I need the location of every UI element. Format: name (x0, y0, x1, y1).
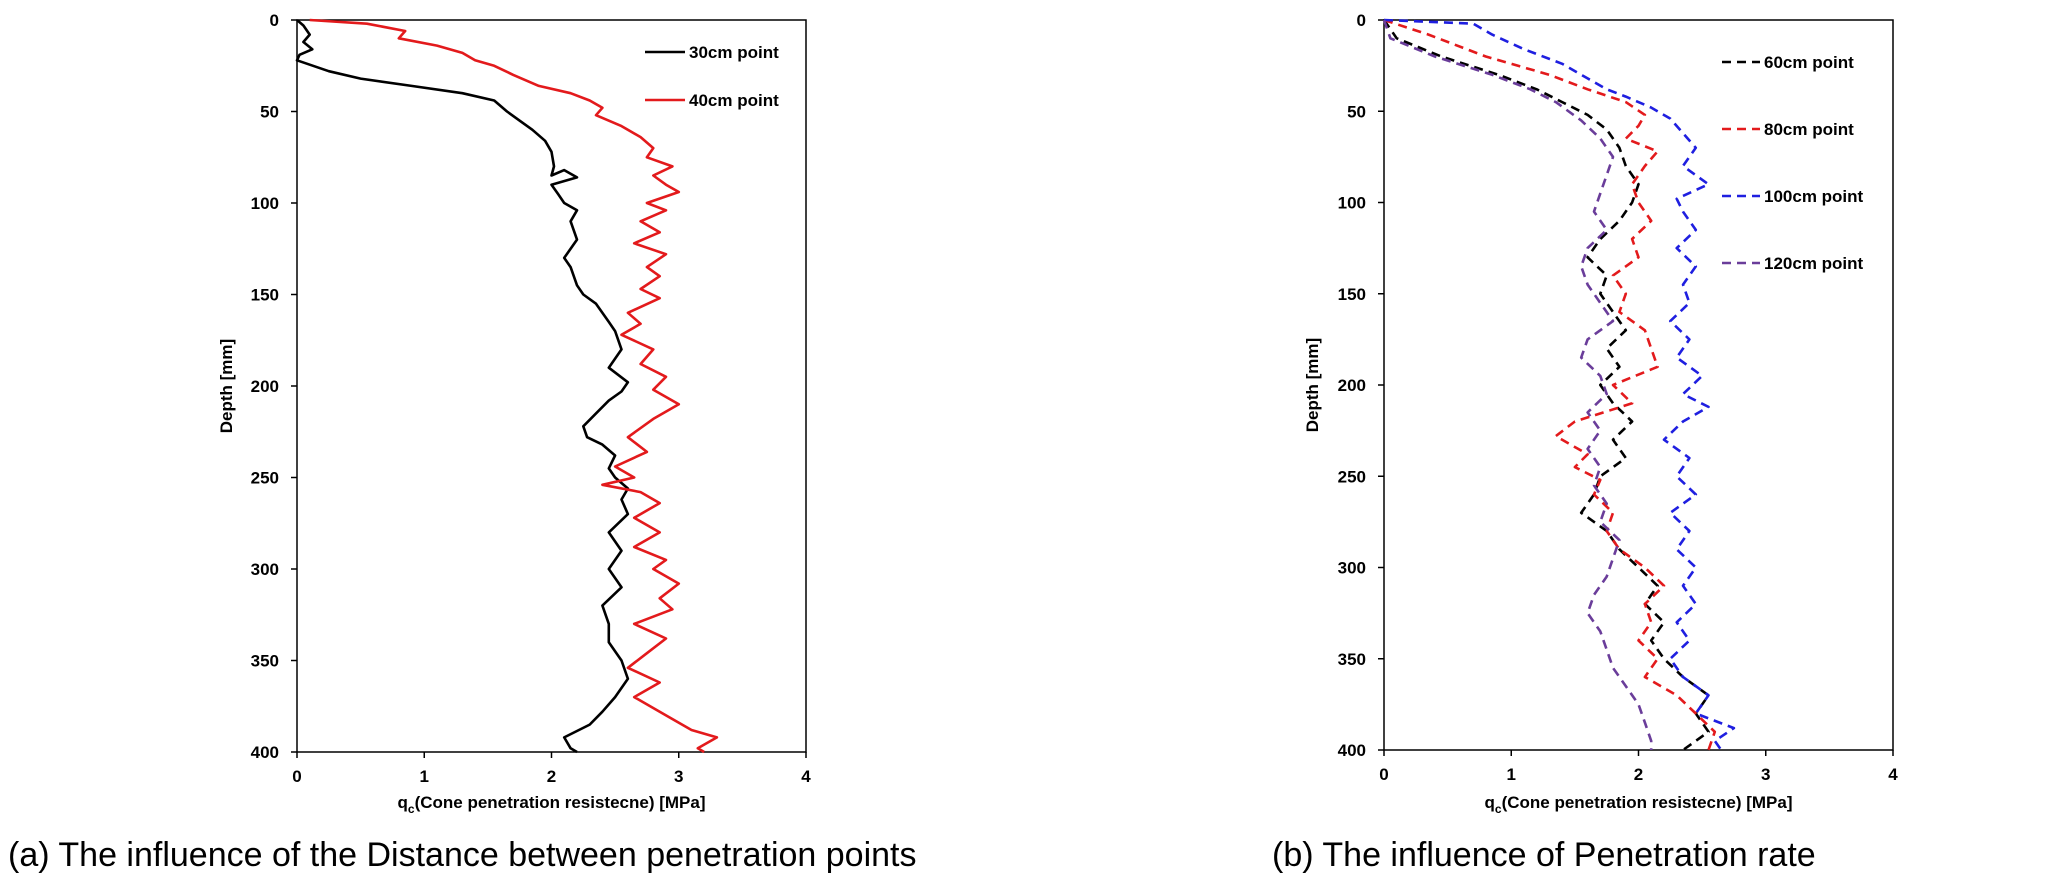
y-tick-label: 250 (1338, 467, 1366, 486)
x-tick-label: 3 (674, 767, 683, 786)
series-line-100cm-point (1383, 18, 1736, 751)
y-tick-label: 400 (251, 743, 279, 762)
legend-label: 30cm point (689, 43, 779, 62)
x-tick-label: 2 (1634, 765, 1643, 784)
y-tick-label: 200 (1338, 376, 1366, 395)
y-tick-label: 300 (251, 560, 279, 579)
y-tick-label: 300 (1338, 559, 1366, 578)
y-tick-label: 350 (251, 652, 279, 671)
series-line-60cm-point (1382, 19, 1710, 752)
y-axis-label: Depth [mm] (217, 339, 236, 433)
plot-frame (296, 19, 807, 753)
x-tick-label: 2 (547, 767, 556, 786)
x-tick-label: 4 (801, 767, 811, 786)
y-tick-label: 350 (1338, 650, 1366, 669)
x-tick-label: 1 (1507, 765, 1516, 784)
y-tick-label: 150 (1338, 285, 1366, 304)
chart-panel-b: 0 1 2 3 4 0 50 100 150 200 250 300 350 400 Depth [mm] q… (1303, 11, 1898, 816)
series-line-30cm-point (295, 19, 630, 754)
chart-panel-a: 0 1 2 3 4 0 50 100 150 200 250 300 350 400 Depth [mm] q… (217, 11, 811, 816)
legend-label: 120cm point (1764, 254, 1864, 273)
caption-a: (a) The influence of the Distance betwee… (8, 836, 917, 874)
y-tick-label: 0 (270, 11, 279, 30)
y-tick-label: 50 (1347, 102, 1366, 121)
x-tick-label: 0 (1379, 765, 1388, 784)
y-tick-label: 400 (1338, 741, 1366, 760)
caption-b: (b) The influence of Penetration rate (1272, 836, 1816, 874)
legend-label: 100cm point (1764, 187, 1864, 206)
legend-label: 60cm point (1764, 53, 1854, 72)
series-line-40cm-point (309, 18, 719, 754)
legend-label: 40cm point (689, 91, 779, 110)
x-tick-label: 0 (292, 767, 301, 786)
series-line-80cm-point (1383, 18, 1717, 751)
y-tick-label: 50 (260, 103, 279, 122)
y-tick-label: 0 (1357, 11, 1366, 30)
x-tick-label: 1 (420, 767, 429, 786)
x-axis-label: qc(Cone penetration resistecne) [MPa] (397, 793, 705, 816)
y-tick-label: 200 (251, 377, 279, 396)
y-tick-label: 250 (251, 469, 279, 488)
x-tick-label: 3 (1761, 765, 1770, 784)
x-tick-label: 4 (1888, 765, 1898, 784)
series-line-120cm-point (1382, 19, 1653, 750)
y-tick-label: 100 (1338, 194, 1366, 213)
y-tick-label: 100 (251, 194, 279, 213)
x-axis-label: qc(Cone penetration resistecne) [MPa] (1484, 793, 1792, 816)
legend-label: 80cm point (1764, 120, 1854, 139)
y-axis-label: Depth [mm] (1303, 338, 1322, 432)
y-tick-label: 150 (251, 286, 279, 305)
